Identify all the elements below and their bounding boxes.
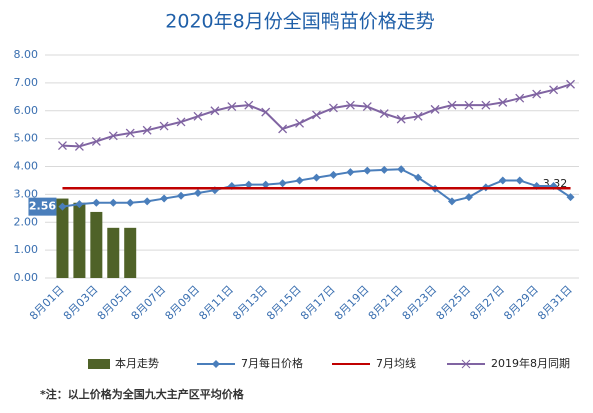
marker bbox=[414, 173, 423, 182]
x-tick-label: 8月15日 bbox=[264, 283, 304, 323]
marker bbox=[430, 104, 440, 114]
marker bbox=[244, 180, 253, 189]
marker bbox=[498, 97, 508, 107]
marker bbox=[176, 117, 186, 127]
legend-label: 本月走势 bbox=[115, 356, 159, 370]
marker bbox=[447, 197, 456, 206]
marker bbox=[532, 89, 542, 99]
x-tick-label: 8月07日 bbox=[129, 283, 169, 323]
legend-marker bbox=[212, 360, 220, 368]
marker bbox=[566, 193, 575, 202]
marker bbox=[160, 194, 169, 203]
marker bbox=[566, 79, 575, 89]
legend-marker bbox=[461, 359, 471, 369]
bar bbox=[73, 202, 86, 278]
marker bbox=[464, 100, 474, 110]
marker bbox=[481, 100, 491, 110]
marker bbox=[328, 103, 338, 113]
marker bbox=[278, 179, 287, 188]
marker bbox=[193, 188, 202, 197]
x-tick-label: 8月23日 bbox=[400, 283, 440, 323]
marker bbox=[447, 100, 457, 110]
x-tick-label: 8月29日 bbox=[501, 283, 541, 323]
marker bbox=[362, 102, 372, 112]
y-tick-label: 3.00 bbox=[14, 187, 39, 200]
marker bbox=[75, 200, 84, 209]
x-tick-label: 8月05日 bbox=[95, 283, 135, 323]
x-tick-label: 8月09日 bbox=[163, 283, 203, 323]
marker bbox=[108, 131, 118, 141]
marker bbox=[515, 176, 524, 185]
marker bbox=[143, 197, 152, 206]
data-label: 2.56 bbox=[29, 200, 56, 213]
marker bbox=[312, 110, 321, 120]
chart-title: 2020年8月份全国鸭苗价格走势 bbox=[165, 11, 434, 33]
marker bbox=[379, 109, 389, 118]
marker bbox=[295, 176, 304, 185]
marker bbox=[396, 114, 406, 124]
marker bbox=[312, 173, 321, 182]
marker bbox=[464, 193, 473, 202]
y-tick-label: 1.00 bbox=[14, 243, 39, 256]
marker bbox=[380, 165, 389, 174]
marker bbox=[126, 198, 135, 207]
x-tick-label: 8月11日 bbox=[196, 283, 236, 323]
marker bbox=[58, 141, 67, 151]
x-tick-label: 8月19日 bbox=[332, 283, 372, 323]
marker bbox=[278, 124, 288, 134]
marker bbox=[193, 111, 203, 121]
marker bbox=[125, 128, 135, 138]
marker bbox=[413, 111, 423, 121]
x-tick-label: 8月27日 bbox=[467, 283, 507, 323]
legend-label: 7月每日价格 bbox=[241, 356, 303, 370]
marker bbox=[549, 85, 559, 95]
marker bbox=[244, 100, 254, 110]
marker bbox=[159, 121, 169, 131]
y-tick-label: 0.00 bbox=[14, 271, 39, 284]
marker bbox=[329, 170, 338, 179]
bar bbox=[90, 211, 103, 278]
y-tick-label: 8.00 bbox=[14, 48, 39, 61]
legend-label: 2019年8月同期 bbox=[491, 356, 570, 370]
marker bbox=[74, 141, 84, 151]
marker bbox=[363, 166, 372, 175]
marker bbox=[142, 125, 152, 135]
x-tick-label: 8月01日 bbox=[27, 283, 67, 323]
x-tick-label: 8月03日 bbox=[61, 283, 101, 323]
y-tick-label: 4.00 bbox=[14, 160, 39, 173]
marker bbox=[92, 198, 101, 207]
marker bbox=[91, 136, 101, 146]
marker bbox=[345, 100, 355, 110]
bar bbox=[107, 227, 120, 278]
y-tick-label: 6.00 bbox=[14, 104, 39, 117]
x-tick-label: 8月31日 bbox=[535, 283, 575, 323]
x-tick-label: 8月17日 bbox=[298, 283, 338, 323]
footnote: *注：以上价格为全国九大主产区平均价格 bbox=[40, 387, 245, 401]
x-tick-label: 8月25日 bbox=[434, 283, 474, 323]
y-tick-label: 5.00 bbox=[14, 132, 39, 145]
marker bbox=[515, 93, 525, 103]
marker bbox=[210, 106, 220, 116]
y-tick-label: 2.00 bbox=[14, 215, 39, 228]
marker bbox=[109, 198, 118, 207]
bar bbox=[56, 198, 69, 278]
marker bbox=[261, 107, 271, 117]
x-tick-label: 8月13日 bbox=[230, 283, 270, 323]
marker bbox=[397, 165, 406, 174]
marker bbox=[498, 176, 507, 185]
legend-label: 7月均线 bbox=[376, 356, 416, 370]
y-tick-label: 7.00 bbox=[14, 76, 39, 89]
marker bbox=[346, 168, 355, 177]
data-label-box bbox=[28, 197, 57, 216]
marker bbox=[295, 118, 305, 128]
bar bbox=[124, 227, 137, 278]
x-tick-label: 8月21日 bbox=[366, 283, 406, 323]
marker bbox=[227, 102, 237, 112]
marker bbox=[261, 180, 270, 189]
marker bbox=[177, 191, 186, 200]
marker bbox=[58, 202, 67, 211]
legend-swatch bbox=[88, 359, 110, 369]
